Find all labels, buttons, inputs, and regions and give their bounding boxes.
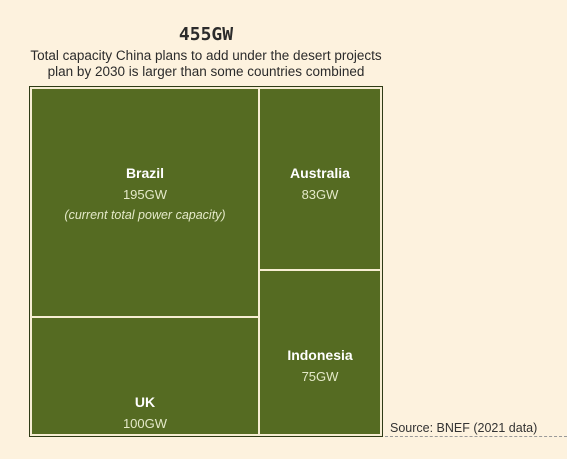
treemap-cell-australia bbox=[258, 87, 382, 271]
cell-name-australia: Australia bbox=[290, 165, 350, 181]
cell-name-uk: UK bbox=[135, 394, 155, 410]
subtitle-line-2: plan by 2030 is larger than some countri… bbox=[47, 64, 365, 79]
chart-title: 455GW bbox=[178, 24, 234, 45]
source-note: Source: BNEF (2021 data) bbox=[390, 421, 538, 435]
cell-name-indonesia: Indonesia bbox=[287, 347, 353, 363]
cell-value-uk: 100GW bbox=[123, 416, 168, 431]
chart-subtitle: Total capacity China plans to add under … bbox=[18, 48, 394, 80]
cell-value-indonesia: 75GW bbox=[302, 369, 340, 384]
cell-name-brazil: Brazil bbox=[126, 165, 164, 181]
cell-note-brazil: (current total power capacity) bbox=[64, 208, 225, 222]
source-leader-line bbox=[385, 436, 567, 437]
subtitle-line-1: Total capacity China plans to add under … bbox=[30, 48, 382, 63]
cell-value-australia: 83GW bbox=[302, 187, 340, 202]
cell-value-brazil: 195GW bbox=[123, 187, 168, 202]
treemap-cell-uk bbox=[30, 316, 260, 436]
treemap-cell-indonesia bbox=[258, 269, 382, 436]
treemap-cell-brazil bbox=[30, 87, 260, 318]
